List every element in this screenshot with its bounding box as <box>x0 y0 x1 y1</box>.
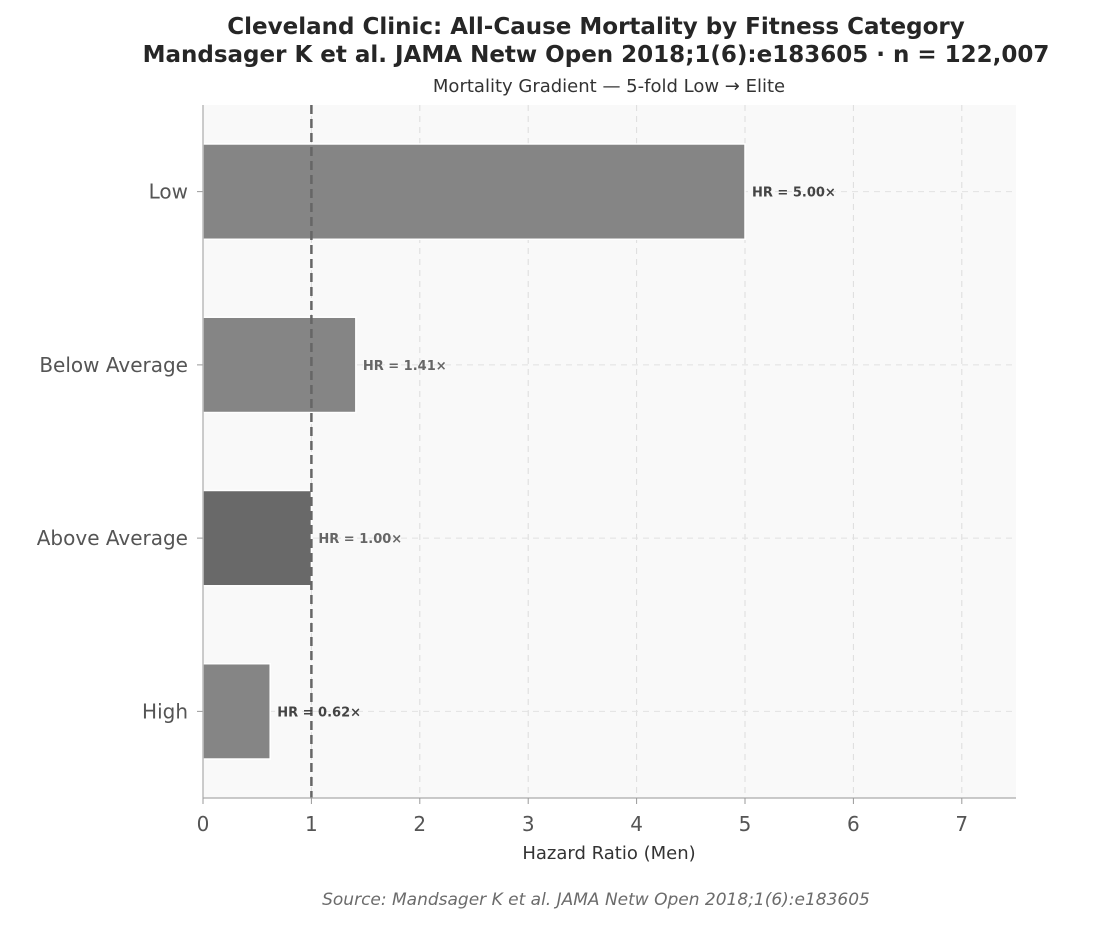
data-label: HR = 1.41× <box>363 359 447 374</box>
x-tick-label: 6 <box>847 812 860 836</box>
x-axis-label: Hazard Ratio (Men) <box>522 843 695 864</box>
x-tick-label: 4 <box>630 812 643 836</box>
x-tick-label: 2 <box>413 812 426 836</box>
bars <box>202 143 746 760</box>
y-tick-label: Low <box>149 180 188 204</box>
bar-below-average <box>202 316 357 414</box>
y-tick-label: Below Average <box>39 353 188 377</box>
y-tick-label: Above Average <box>37 526 188 550</box>
chart-subtitle: Mortality Gradient — 5-fold Low → Elite <box>433 76 785 97</box>
x-tick-label: 0 <box>197 812 210 836</box>
data-label: HR = 1.00× <box>318 532 402 547</box>
chart-title-line1: Cleveland Clinic: All-Cause Mortality by… <box>227 14 964 40</box>
x-tick-label: 5 <box>739 812 752 836</box>
bar-high <box>202 662 271 760</box>
x-tick-label: 7 <box>955 812 968 836</box>
data-label: HR = 0.62× <box>277 705 361 720</box>
data-labels: HR = 5.00× HR = 1.41× HR = 1.00× HR = 0.62× <box>277 186 836 721</box>
y-tick-label: High <box>142 699 188 723</box>
x-tick-label: 1 <box>305 812 318 836</box>
bar-above-average <box>202 489 313 587</box>
source-note: Source: Mandsager K et al. JAMA Netw Ope… <box>322 890 870 910</box>
x-tick-label: 3 <box>522 812 535 836</box>
bar-low <box>202 143 746 241</box>
chart-title-line2: Mandsager K et al. JAMA Netw Open 2018;1… <box>143 42 1050 68</box>
axes: Low Below Average Above Average High 0 1 2 3 4 5 6… <box>37 105 1016 836</box>
data-label: HR = 5.00× <box>752 186 836 201</box>
